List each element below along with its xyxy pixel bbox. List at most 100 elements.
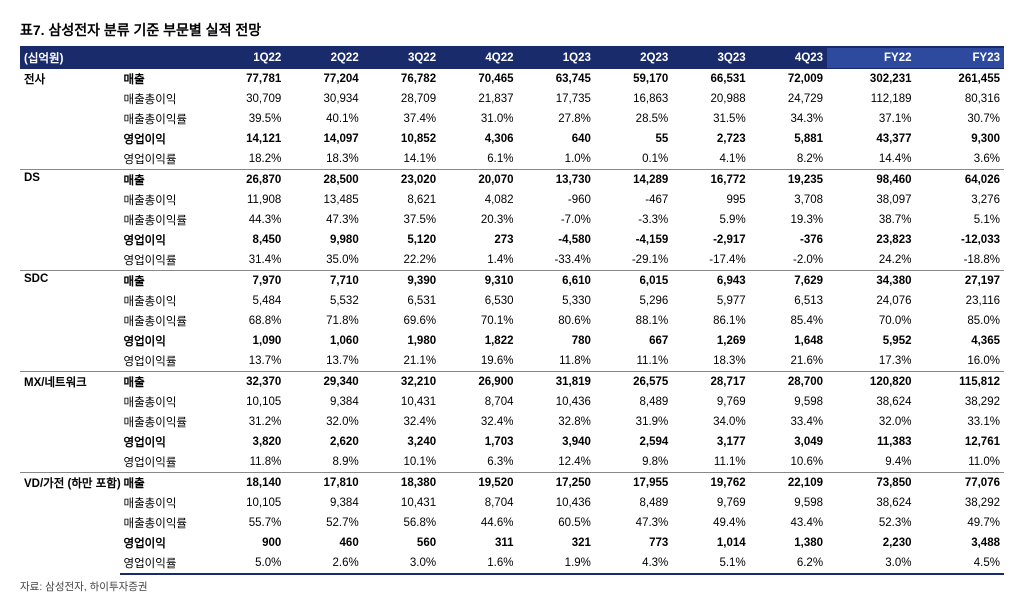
data-cell: 70,465: [440, 69, 517, 90]
data-cell: 2,620: [285, 432, 362, 452]
data-cell: 17,250: [518, 473, 595, 494]
data-cell: 9,598: [750, 392, 827, 412]
data-cell: -29.1%: [595, 250, 672, 271]
data-cell: 24,729: [750, 89, 827, 109]
data-cell: 5,120: [363, 230, 440, 250]
data-cell: 5,330: [518, 291, 595, 311]
data-cell: 32,370: [208, 372, 285, 393]
data-cell: 900: [208, 533, 285, 553]
data-cell: 13.7%: [208, 351, 285, 372]
col-1q23: 1Q23: [518, 47, 595, 69]
data-cell: 4.3%: [595, 553, 672, 574]
data-cell: 2.6%: [285, 553, 362, 574]
data-cell: 6,943: [672, 271, 749, 292]
data-cell: 6,530: [440, 291, 517, 311]
data-cell: 32,210: [363, 372, 440, 393]
data-cell: 11.1%: [672, 452, 749, 473]
data-cell: 6,531: [363, 291, 440, 311]
data-cell: 28.5%: [595, 109, 672, 129]
col-3q23: 3Q23: [672, 47, 749, 69]
data-cell: 7,710: [285, 271, 362, 292]
data-cell: -33.4%: [518, 250, 595, 271]
data-cell: 6,513: [750, 291, 827, 311]
data-cell: 1,980: [363, 331, 440, 351]
forecast-table: (십억원) 1Q22 2Q22 3Q22 4Q22 1Q23 2Q23 3Q23…: [20, 46, 1004, 575]
data-cell: 2,723: [672, 129, 749, 149]
data-cell: 7,629: [750, 271, 827, 292]
data-cell: 17,735: [518, 89, 595, 109]
data-cell: 28,709: [363, 89, 440, 109]
data-cell: 10,852: [363, 129, 440, 149]
segment-name: VD/가전 (하만 포함): [20, 473, 120, 575]
data-cell: 1,090: [208, 331, 285, 351]
data-cell: 11,908: [208, 190, 285, 210]
data-cell: 29,340: [285, 372, 362, 393]
data-cell: 98,460: [827, 170, 915, 191]
data-cell: 32.4%: [363, 412, 440, 432]
table-row: 매출총이익률31.2%32.0%32.4%32.4%32.8%31.9%34.0…: [20, 412, 1004, 432]
data-cell: 21,837: [440, 89, 517, 109]
data-cell: 1.4%: [440, 250, 517, 271]
data-cell: 10.1%: [363, 452, 440, 473]
data-cell: 40.1%: [285, 109, 362, 129]
data-cell: 56.8%: [363, 513, 440, 533]
col-fy23: FY23: [916, 47, 1005, 69]
data-cell: 77,076: [916, 473, 1005, 494]
data-cell: 11.8%: [208, 452, 285, 473]
data-cell: 21.1%: [363, 351, 440, 372]
metric-label: 영업이익률: [120, 452, 208, 473]
data-cell: 8,489: [595, 493, 672, 513]
data-cell: 10,105: [208, 392, 285, 412]
data-cell: 24,076: [827, 291, 915, 311]
data-cell: 43,377: [827, 129, 915, 149]
data-cell: 5,952: [827, 331, 915, 351]
data-cell: 10,436: [518, 493, 595, 513]
data-cell: -18.8%: [916, 250, 1005, 271]
table-row: 영업이익률13.7%13.7%21.1%19.6%11.8%11.1%18.3%…: [20, 351, 1004, 372]
data-cell: 16,772: [672, 170, 749, 191]
data-cell: 7,970: [208, 271, 285, 292]
data-cell: 112,189: [827, 89, 915, 109]
table-row: MX/네트워크매출32,37029,34032,21026,90031,8192…: [20, 372, 1004, 393]
data-cell: 3,940: [518, 432, 595, 452]
table-row: 매출총이익10,1059,38410,4318,70410,4368,4899,…: [20, 493, 1004, 513]
data-cell: 1,822: [440, 331, 517, 351]
data-cell: 39.5%: [208, 109, 285, 129]
data-cell: 18,140: [208, 473, 285, 494]
data-cell: 10,105: [208, 493, 285, 513]
data-cell: 6,610: [518, 271, 595, 292]
data-cell: 1,703: [440, 432, 517, 452]
data-cell: 55.7%: [208, 513, 285, 533]
data-cell: 1.9%: [518, 553, 595, 574]
table-row: 매출총이익률44.3%47.3%37.5%20.3%-7.0%-3.3%5.9%…: [20, 210, 1004, 230]
data-cell: 27.8%: [518, 109, 595, 129]
table-row: 매출총이익30,70930,93428,70921,83717,73516,86…: [20, 89, 1004, 109]
data-cell: 9,390: [363, 271, 440, 292]
data-cell: 9,310: [440, 271, 517, 292]
data-cell: 30,934: [285, 89, 362, 109]
table-row: 매출총이익10,1059,38410,4318,70410,4368,4899,…: [20, 392, 1004, 412]
data-cell: 59,170: [595, 69, 672, 90]
data-cell: -2.0%: [750, 250, 827, 271]
metric-label: 영업이익: [120, 432, 208, 452]
col-4q22: 4Q22: [440, 47, 517, 69]
data-cell: 667: [595, 331, 672, 351]
data-cell: 9,598: [750, 493, 827, 513]
data-cell: 3,276: [916, 190, 1005, 210]
data-cell: 14,121: [208, 129, 285, 149]
metric-label: 매출총이익률: [120, 311, 208, 331]
metric-label: 영업이익률: [120, 553, 208, 574]
table-row: 영업이익률5.0%2.6%3.0%1.6%1.9%4.3%5.1%6.2%3.0…: [20, 553, 1004, 574]
metric-label: 매출: [120, 473, 208, 494]
data-cell: 52.3%: [827, 513, 915, 533]
data-cell: 273: [440, 230, 517, 250]
data-cell: 20,988: [672, 89, 749, 109]
data-cell: 3,820: [208, 432, 285, 452]
data-cell: 70.0%: [827, 311, 915, 331]
data-cell: 19,520: [440, 473, 517, 494]
data-cell: 460: [285, 533, 362, 553]
data-cell: 20,070: [440, 170, 517, 191]
data-cell: 72,009: [750, 69, 827, 90]
data-cell: 10.6%: [750, 452, 827, 473]
table-title: 표7. 삼성전자 분류 기준 부문별 실적 전망: [20, 20, 1004, 40]
